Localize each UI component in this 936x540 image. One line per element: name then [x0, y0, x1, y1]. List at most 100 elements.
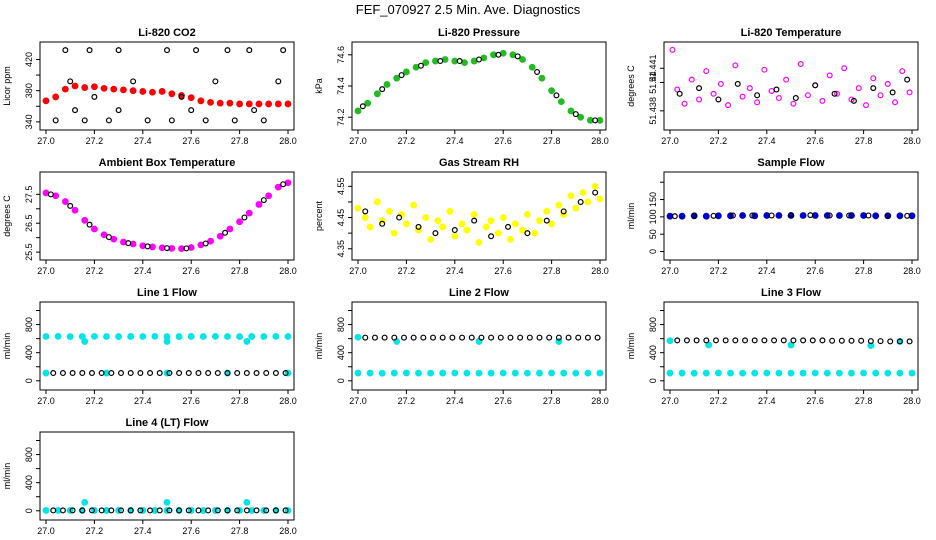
x-tick-label: 27.4 — [134, 266, 152, 276]
data-point — [260, 333, 268, 340]
data-point — [594, 334, 601, 341]
data-point — [696, 85, 703, 92]
y-tick-label: 400 — [24, 475, 34, 490]
data-point — [732, 62, 739, 69]
data-point — [71, 206, 79, 214]
data-point — [494, 229, 502, 237]
x-tick-label: 27.6 — [494, 136, 512, 146]
data-point — [400, 334, 407, 341]
data-point — [398, 72, 405, 79]
page-title: FEF_070927 2.5 Min. Ave. Diagnostics — [355, 2, 581, 17]
data-point — [115, 107, 122, 114]
data-point — [584, 198, 592, 206]
data-point — [717, 80, 724, 87]
data-point — [584, 334, 591, 341]
x-tick-label: 27.8 — [855, 266, 873, 276]
data-point — [373, 90, 381, 98]
data-point — [359, 103, 366, 110]
data-point — [449, 334, 456, 341]
data-point — [274, 183, 282, 191]
data-point — [67, 78, 74, 85]
data-point — [402, 68, 410, 76]
plot-frame — [663, 301, 919, 391]
data-point — [176, 507, 183, 514]
data-point — [906, 338, 913, 345]
data-point — [439, 223, 447, 231]
data-point — [887, 338, 894, 345]
y-tick-label: 380 — [24, 83, 34, 98]
data-point — [799, 212, 807, 219]
data-point — [366, 223, 374, 231]
data-point — [739, 93, 746, 100]
data-point — [272, 370, 279, 377]
x-tick-label: 27.0 — [37, 266, 55, 276]
data-point — [71, 82, 79, 90]
data-point — [364, 99, 372, 107]
data-point — [432, 230, 439, 237]
data-point — [812, 82, 819, 89]
data-point — [446, 207, 454, 215]
data-point — [688, 76, 695, 83]
data-point — [524, 211, 531, 218]
data-point — [451, 369, 459, 377]
data-point — [768, 212, 775, 219]
data-point — [528, 63, 536, 71]
data-point — [771, 337, 778, 344]
data-point — [282, 370, 289, 377]
data-point — [567, 192, 575, 200]
data-point — [52, 117, 59, 124]
data-point — [543, 207, 551, 215]
data-point — [430, 334, 437, 341]
data-point — [66, 333, 74, 341]
data-point — [168, 90, 176, 98]
data-point — [274, 100, 282, 108]
data-point — [50, 370, 57, 377]
data-point — [422, 214, 430, 221]
data-point — [787, 369, 795, 377]
y-tick-label: 25.5 — [24, 243, 34, 261]
data-point — [499, 369, 507, 377]
data-point — [896, 212, 904, 220]
y-axis-label: ml/min — [626, 333, 636, 360]
y-tick-label: 0 — [336, 378, 346, 383]
data-point — [245, 100, 253, 108]
data-point — [671, 213, 678, 220]
series-0 — [666, 337, 916, 377]
data-point — [804, 92, 811, 99]
data-point — [251, 107, 258, 114]
x-tick-label: 27.6 — [806, 396, 824, 406]
data-point — [511, 220, 519, 228]
data-point — [383, 81, 391, 88]
data-point — [207, 98, 214, 106]
x-tick-label: 27.8 — [855, 396, 873, 406]
x-tick-label: 27.2 — [86, 136, 104, 146]
data-point — [52, 93, 60, 101]
x-tick-label: 27.4 — [758, 266, 776, 276]
data-point — [263, 507, 270, 514]
data-point — [378, 369, 386, 377]
data-point — [877, 338, 884, 345]
panel-sample: Sample Flow ml/min 27.0 27.2 27.4 27.6 27.8 28.… — [626, 157, 921, 276]
data-point — [475, 239, 483, 246]
data-point — [471, 217, 478, 224]
data-point — [79, 370, 86, 377]
data-point — [505, 223, 512, 230]
y-tick-label: 0 — [24, 378, 34, 383]
y-tick-label: 800 — [24, 317, 34, 332]
data-point — [214, 507, 221, 514]
plot-frame — [351, 301, 607, 391]
data-point — [390, 369, 398, 377]
data-point — [690, 369, 698, 377]
data-point — [67, 202, 74, 209]
data-point — [265, 100, 273, 108]
data-point — [125, 240, 132, 247]
x-tick-label: 28.0 — [591, 266, 609, 276]
data-point — [178, 93, 185, 100]
x-tick-label: 27.4 — [134, 396, 152, 406]
y-axis-label: ml/min — [314, 333, 324, 360]
data-point — [54, 332, 62, 340]
data-point — [144, 243, 151, 250]
x-tick-label: 27.6 — [182, 266, 200, 276]
x-tick-label: 27.0 — [349, 396, 367, 406]
data-point — [100, 84, 108, 92]
